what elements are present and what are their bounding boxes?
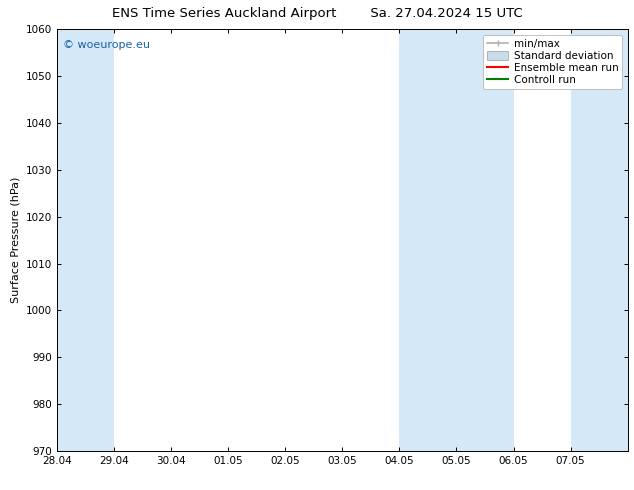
Text: ENS Time Series Auckland Airport        Sa. 27.04.2024 15 UTC: ENS Time Series Auckland Airport Sa. 27.… bbox=[112, 7, 522, 21]
Bar bbox=[571, 29, 628, 451]
Text: © woeurope.eu: © woeurope.eu bbox=[63, 40, 150, 50]
Bar bbox=[399, 29, 514, 451]
Legend: min/max, Standard deviation, Ensemble mean run, Controll run: min/max, Standard deviation, Ensemble me… bbox=[483, 35, 623, 89]
Bar bbox=[57, 29, 114, 451]
Y-axis label: Surface Pressure (hPa): Surface Pressure (hPa) bbox=[10, 177, 20, 303]
